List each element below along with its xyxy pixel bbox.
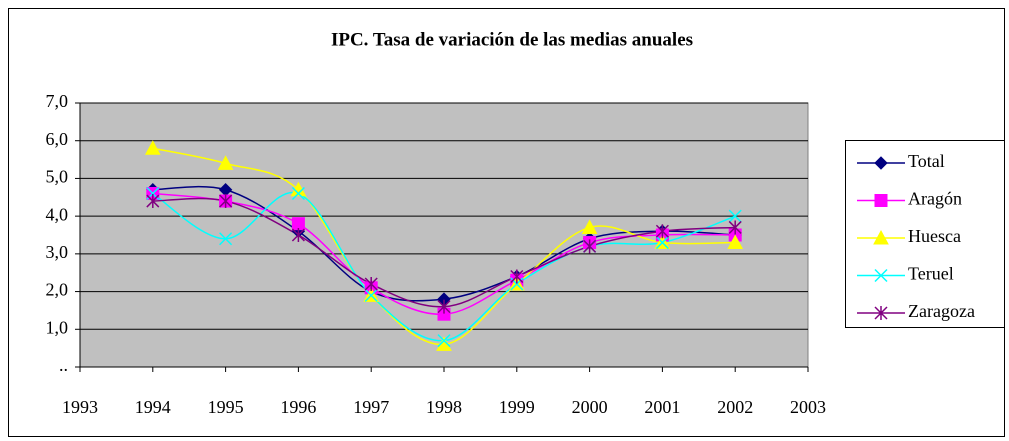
legend-entries: Total Aragón Huesca Teruel Zaragoza bbox=[857, 151, 975, 321]
legend-marker bbox=[874, 268, 888, 283]
y-tick-label: .. bbox=[59, 355, 68, 375]
legend-label: Huesca bbox=[908, 226, 961, 246]
data-point bbox=[655, 224, 669, 239]
legend-label: Zaragoza bbox=[908, 301, 975, 321]
y-tick-label: 7,0 bbox=[46, 91, 69, 111]
x-tick-label: 2003 bbox=[790, 397, 826, 417]
data-point bbox=[437, 299, 451, 314]
y-tick-label: 1,0 bbox=[46, 317, 69, 337]
legend bbox=[845, 140, 1005, 328]
x-tick-label: 1997 bbox=[353, 397, 389, 417]
x-tick-label: 2002 bbox=[717, 397, 753, 417]
y-tick-label: 6,0 bbox=[46, 129, 69, 149]
data-point bbox=[728, 209, 742, 223]
y-tick-label: 2,0 bbox=[46, 280, 69, 300]
x-tick-label: 2001 bbox=[644, 397, 680, 417]
y-tick-label: 3,0 bbox=[46, 242, 69, 262]
data-point bbox=[728, 220, 742, 235]
data-point bbox=[219, 232, 233, 246]
data-point bbox=[727, 234, 744, 250]
data-point bbox=[144, 140, 161, 155]
chart-title: IPC. Tasa de variación de las medias anu… bbox=[331, 29, 693, 50]
data-point bbox=[146, 194, 160, 209]
data-point bbox=[217, 155, 234, 170]
data-point bbox=[219, 194, 233, 209]
legend-label: Aragón bbox=[908, 189, 962, 209]
series-line bbox=[152, 191, 736, 342]
plot-area: .. 1,0 2,0 3,0 4,0 5,0 6,0 7,0 1993 1994 1995 1996 1… bbox=[46, 91, 827, 417]
data-point bbox=[291, 186, 305, 201]
legend-marker bbox=[874, 194, 888, 207]
data-point bbox=[655, 236, 669, 250]
x-tick-label: 1996 bbox=[280, 397, 316, 417]
legend-marker bbox=[873, 229, 889, 245]
data-point bbox=[437, 334, 451, 348]
legend-label: Teruel bbox=[908, 264, 954, 284]
y-tick-label: 5,0 bbox=[46, 167, 69, 187]
x-tick-label: 2000 bbox=[572, 397, 608, 417]
x-tick-label: 1994 bbox=[135, 397, 171, 417]
legend-label: Total bbox=[908, 151, 945, 171]
y-tick-label: 4,0 bbox=[46, 204, 69, 224]
x-tick-label: 1999 bbox=[499, 397, 535, 417]
x-tick-label: 1993 bbox=[62, 397, 98, 417]
legend-marker bbox=[874, 306, 888, 320]
data-point bbox=[581, 219, 598, 234]
data-point bbox=[510, 269, 524, 284]
legend-marker bbox=[874, 156, 888, 170]
x-tick-label: 1998 bbox=[426, 397, 462, 417]
data-point bbox=[364, 277, 378, 292]
data-point bbox=[364, 288, 378, 302]
data-point bbox=[291, 217, 305, 231]
data-point bbox=[291, 228, 305, 242]
data-point bbox=[583, 239, 597, 254]
x-tick-label: 1995 bbox=[208, 397, 244, 417]
